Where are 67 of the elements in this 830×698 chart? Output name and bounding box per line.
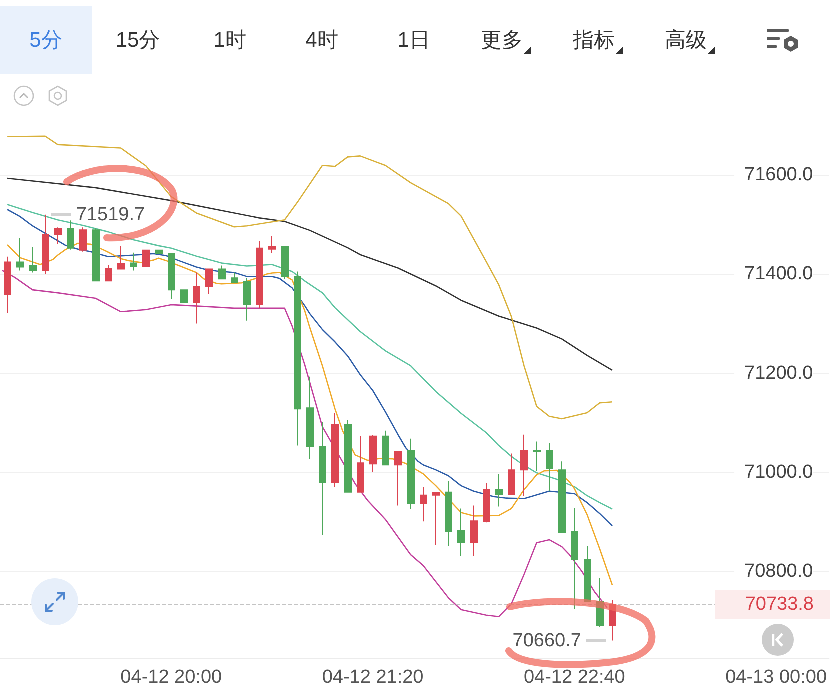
candlestick xyxy=(142,249,150,268)
candlestick xyxy=(306,376,314,460)
candlestick xyxy=(331,412,339,488)
candlestick xyxy=(394,451,402,506)
y-tick-label: 71200.0 xyxy=(744,362,814,384)
annotation: 1时 xyxy=(214,28,246,54)
candlestick xyxy=(445,480,452,547)
candlestick xyxy=(130,252,137,272)
candlestick xyxy=(67,220,74,250)
candlestick xyxy=(420,486,427,522)
candlestick xyxy=(369,434,377,474)
candlestick xyxy=(243,278,251,322)
candlestick xyxy=(29,246,37,274)
y-tick-label: 70800.0 xyxy=(744,561,814,582)
candlestick xyxy=(571,508,578,610)
candlestick xyxy=(483,482,490,524)
candlestick xyxy=(155,249,163,255)
candlestick xyxy=(294,271,301,446)
candlestick xyxy=(193,272,200,324)
candlestick xyxy=(256,240,263,309)
candlestick xyxy=(382,430,389,466)
x-tick-label: 04-13 00:00 xyxy=(726,667,827,688)
candlestick xyxy=(495,474,503,508)
y-tick-label: 71600.0 xyxy=(744,164,814,186)
candlestick xyxy=(218,265,226,280)
candlestick xyxy=(319,422,326,536)
candlestick xyxy=(546,442,553,492)
x-tick-label: 04-12 22:40 xyxy=(524,667,626,688)
candlestick xyxy=(180,290,188,304)
candlestick xyxy=(281,245,289,280)
candlestick xyxy=(584,546,591,602)
candlestick xyxy=(168,253,175,300)
annotation: 71519.7 xyxy=(76,204,146,226)
y-tick-label: 71400.0 xyxy=(744,264,814,285)
candlestick xyxy=(4,256,11,314)
candlestick xyxy=(508,453,515,496)
candlestick xyxy=(357,436,364,493)
candlestick xyxy=(432,492,440,546)
candlestick xyxy=(457,508,465,557)
annotation: 15分 xyxy=(116,28,160,54)
annotation: 指标 xyxy=(573,28,615,54)
candlestick xyxy=(16,238,24,272)
candlestick xyxy=(520,434,528,497)
candlestick xyxy=(79,227,87,252)
candlestick xyxy=(54,227,62,244)
candlestick xyxy=(558,461,566,534)
annotation: 1日 xyxy=(398,28,430,54)
annotation: 更多 xyxy=(481,28,523,54)
x-tick-label: 04-12 20:00 xyxy=(120,667,222,688)
annotation: 高级 xyxy=(665,28,707,54)
candlestick xyxy=(205,268,213,295)
x-tick-label: 04-12 21:20 xyxy=(322,667,424,688)
candlestick xyxy=(344,419,352,493)
candlestick xyxy=(268,236,276,254)
candlestick xyxy=(92,228,100,282)
annotation: 4时 xyxy=(306,28,338,54)
candlestick xyxy=(42,214,49,275)
ref-line-label: 70733.8 xyxy=(745,594,814,616)
candlestick xyxy=(105,264,112,282)
candlestick xyxy=(470,505,478,557)
candlestick xyxy=(117,245,125,270)
candlestick xyxy=(231,272,238,284)
candlestick xyxy=(407,438,415,510)
candlestick xyxy=(533,441,541,472)
annotation: 5分 xyxy=(30,28,62,54)
annotation: 70660.7 xyxy=(512,630,582,652)
y-tick-label: 71000.0 xyxy=(744,462,814,484)
